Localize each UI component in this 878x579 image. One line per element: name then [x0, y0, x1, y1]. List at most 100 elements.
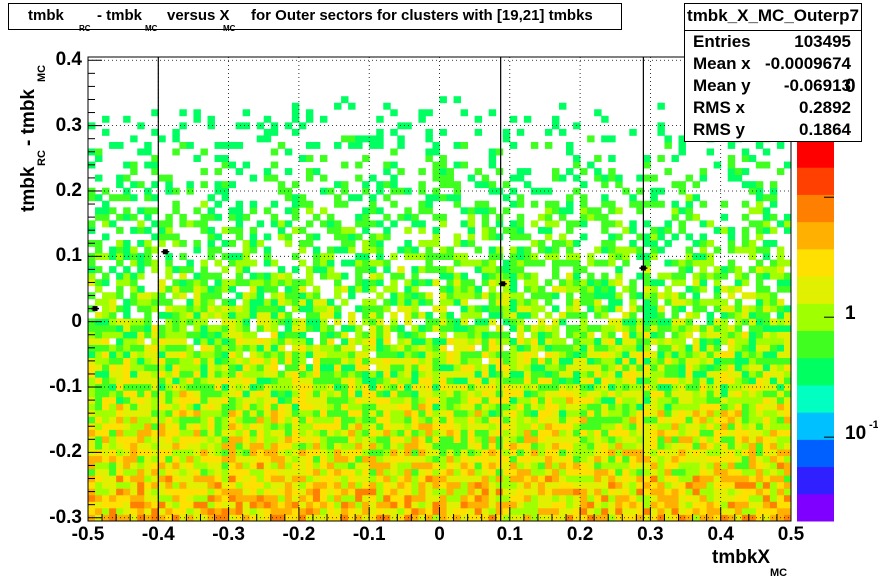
heatmap-cell [137, 266, 145, 274]
heatmap-cell [362, 462, 370, 470]
heatmap-cell [235, 266, 244, 274]
heatmap-cell [151, 194, 159, 202]
heatmap-cell [221, 226, 229, 234]
heatmap-cell [137, 403, 145, 411]
heatmap-cell [573, 338, 581, 345]
heatmap-cell [474, 429, 483, 437]
heatmap-cell [573, 403, 581, 411]
heatmap-cell [123, 416, 131, 424]
heatmap-cell [88, 468, 96, 476]
heatmap-cell [769, 351, 778, 359]
heatmap-cell [741, 455, 750, 463]
heatmap-cell [741, 279, 750, 287]
heatmap-cell [488, 488, 497, 496]
heatmap-cell [769, 266, 778, 274]
heatmap-cell [214, 233, 222, 241]
heatmap-cell [341, 455, 349, 463]
heatmap-cell [643, 292, 651, 300]
heatmap-cell [636, 233, 644, 241]
heatmap-cell [165, 455, 173, 463]
heatmap-cell [348, 416, 356, 424]
heatmap-cell [263, 279, 272, 287]
heatmap-cell [727, 259, 736, 267]
heatmap-cell [523, 514, 532, 522]
heatmap-cell [312, 507, 321, 515]
heatmap-cell [523, 272, 532, 280]
heatmap-cell [460, 429, 469, 437]
heatmap-cell [123, 272, 131, 280]
heatmap-cell [214, 292, 222, 300]
heatmap-cell [109, 364, 117, 372]
heatmap-cell [446, 507, 454, 515]
heatmap-cell [664, 168, 672, 176]
heatmap-cell [116, 494, 124, 502]
heatmap-cell [783, 475, 792, 483]
heatmap-cell [397, 324, 405, 332]
heatmap-cell [559, 475, 567, 483]
heatmap-cell [783, 344, 792, 352]
heatmap-cell [671, 436, 679, 443]
heatmap-cell [95, 396, 103, 404]
heatmap-cell [629, 377, 637, 385]
heatmap-cell [650, 442, 658, 450]
heatmap-cell [130, 481, 138, 489]
heatmap-cell [671, 305, 679, 313]
heatmap-cell [566, 194, 574, 202]
heatmap-cell [179, 475, 187, 483]
heatmap-cell [587, 357, 595, 365]
heatmap-cell [418, 409, 426, 417]
heatmap-cell [502, 338, 511, 345]
heatmap-cell [643, 481, 651, 489]
heatmap-cell [130, 161, 138, 169]
heatmap-cell [123, 161, 131, 169]
heatmap-cell [783, 318, 792, 326]
heatmap-cell [741, 481, 750, 489]
heatmap-cell [207, 239, 215, 247]
heatmap-cell [573, 370, 581, 378]
heatmap-cell [327, 403, 335, 411]
heatmap-cell [594, 207, 602, 215]
heatmap-cell [362, 442, 370, 450]
heatmap-cell [200, 311, 208, 319]
y-tick-label: -0.2 [49, 441, 82, 463]
heatmap-cell [390, 475, 398, 483]
heatmap-cell [713, 226, 722, 234]
heatmap-cell [327, 449, 335, 457]
heatmap-cell [629, 416, 637, 424]
heatmap-cell [214, 338, 222, 345]
heatmap-cell [643, 475, 651, 483]
heatmap-cell [362, 344, 370, 352]
heatmap-cell [397, 514, 405, 522]
heatmap-cell [214, 344, 222, 352]
heatmap-cell [573, 455, 581, 463]
heatmap-cell [425, 429, 433, 437]
heatmap-cell [636, 409, 644, 417]
heatmap-cell [249, 468, 258, 476]
heatmap-cell [376, 246, 384, 254]
heatmap-cell [425, 416, 433, 424]
heatmap-cell [334, 488, 342, 496]
heatmap-cell [123, 115, 131, 123]
heatmap-cell [551, 220, 560, 228]
heatmap-cell [502, 514, 511, 522]
heatmap-cell [544, 501, 553, 509]
heatmap-cell [207, 475, 215, 483]
heatmap-cell [594, 390, 602, 398]
heatmap-cell [277, 331, 286, 339]
heatmap-cell [312, 422, 321, 430]
heatmap-cell [186, 422, 194, 430]
heatmap-cell [158, 396, 166, 404]
heatmap-cell [657, 155, 665, 162]
heatmap-cell [755, 272, 764, 280]
heatmap-cell [453, 141, 461, 149]
heatmap-cell [530, 416, 539, 424]
heatmap-cell [481, 318, 490, 326]
heatmap-cell [657, 272, 665, 280]
heatmap-cell [566, 285, 574, 293]
heatmap-cell [298, 239, 307, 247]
heatmap-cell [95, 455, 103, 463]
heatmap-cell [165, 181, 173, 189]
heatmap-cell [502, 181, 511, 189]
heatmap-cell [755, 377, 764, 385]
heatmap-cell [685, 475, 693, 483]
